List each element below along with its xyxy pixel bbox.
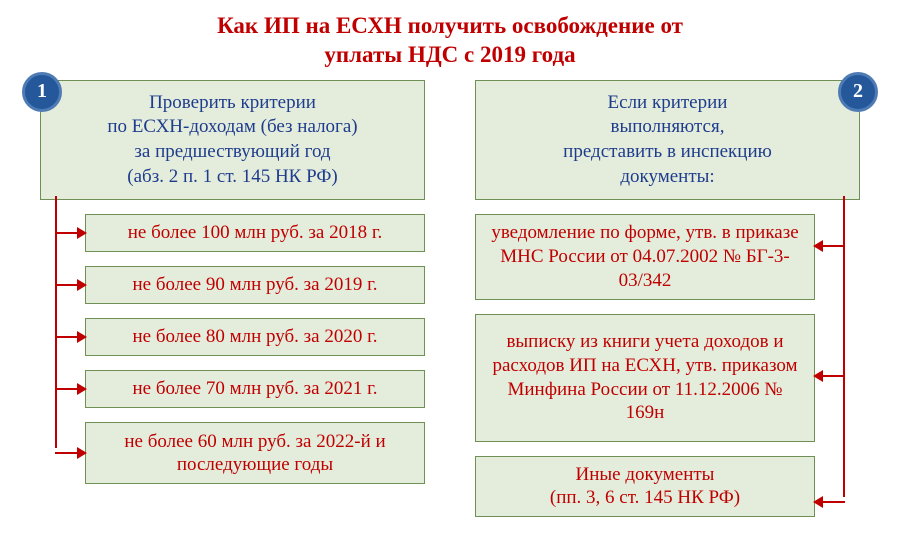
left-item-3: не более 80 млн руб. за 2020 г. xyxy=(85,318,425,356)
right-item-3: Иные документы (пп. 3, 6 ст. 145 НК РФ) xyxy=(475,456,815,518)
header-text-2: Если критерии выполняются, представить в… xyxy=(563,91,772,190)
title-line-1: Как ИП на ЕСХН получить освобождение от xyxy=(217,13,683,38)
left-item-1: не более 100 млн руб. за 2018 г. xyxy=(85,214,425,252)
left-item-5: не более 60 млн руб. за 2022-й и последу… xyxy=(85,422,425,484)
arrow-left-2 xyxy=(55,279,87,291)
column-2: 2 Если критерии выполняются, представить… xyxy=(475,80,860,518)
header-box-2: Если критерии выполняются, представить в… xyxy=(475,80,860,201)
diagram-columns: 1 Проверить критерии по ЕСХН-доходам (бе… xyxy=(40,80,860,518)
badge-2: 2 xyxy=(838,72,878,112)
items-1: не более 100 млн руб. за 2018 г. не более… xyxy=(40,214,425,484)
arrow-left-3 xyxy=(55,331,87,343)
diagram-title: Как ИП на ЕСХН получить освобождение от … xyxy=(40,12,860,70)
left-item-2: не более 90 млн руб. за 2019 г. xyxy=(85,266,425,304)
left-item-4: не более 70 млн руб. за 2021 г. xyxy=(85,370,425,408)
arrow-right-3 xyxy=(813,496,845,508)
badge-1: 1 xyxy=(22,72,62,112)
header-box-1: Проверить критерии по ЕСХН-доходам (без … xyxy=(40,80,425,201)
header-text-1: Проверить критерии по ЕСХН-доходам (без … xyxy=(107,91,357,190)
arrow-left-1 xyxy=(55,227,87,239)
arrow-right-2 xyxy=(813,370,845,382)
items-2: уведомление по форме, утв. в приказе МНС… xyxy=(475,214,860,517)
arrow-right-1 xyxy=(813,240,845,252)
title-line-2: уплаты НДС с 2019 года xyxy=(324,42,575,67)
arrow-left-5 xyxy=(55,447,87,459)
right-item-1: уведомление по форме, утв. в приказе МНС… xyxy=(475,214,815,299)
right-item-2: выписку из книги учета доходов и расходо… xyxy=(475,314,815,442)
arrow-left-4 xyxy=(55,383,87,395)
column-1: 1 Проверить критерии по ЕСХН-доходам (бе… xyxy=(40,80,425,518)
